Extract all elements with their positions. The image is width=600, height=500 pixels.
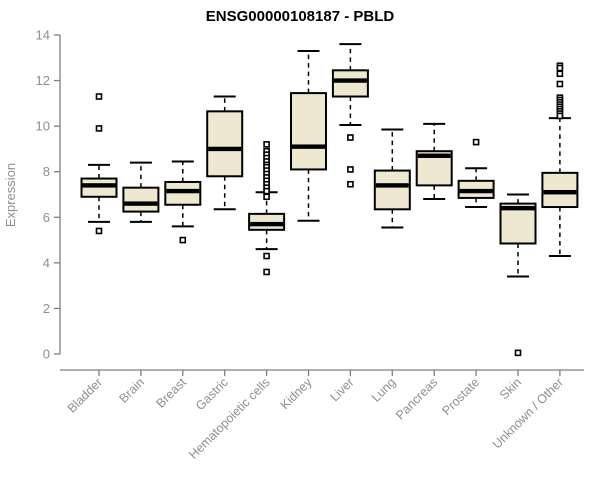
y-tick-label: 10 [36, 119, 50, 134]
x-tick-label-gastric: Gastric [193, 375, 231, 413]
median-bar [459, 188, 493, 194]
x-tick-label-prostate: Prostate [439, 375, 482, 418]
boxplot-bladder [80, 93, 118, 235]
outlier-point [347, 180, 354, 188]
median-bar [250, 221, 284, 227]
y-tick-label: 4 [43, 255, 50, 270]
boxplot-unknown-other [541, 62, 579, 258]
median-bar [333, 78, 367, 83]
outlier-point [556, 64, 564, 72]
outlier-point [556, 80, 564, 88]
x-tick-label-hematopoietic-cells: Hematopoietic cells [186, 375, 273, 462]
outlier-point [95, 125, 103, 132]
y-tick-label: 14 [36, 28, 50, 43]
outlier-point [95, 227, 103, 235]
y-tick-label: 6 [43, 210, 50, 225]
y-tick-label: 2 [43, 301, 50, 316]
y-tick-label: 8 [43, 164, 50, 179]
boxplot-brain [122, 161, 160, 223]
outlier-point [556, 112, 564, 120]
iqr-box [122, 186, 160, 213]
boxplot-lung [373, 128, 411, 229]
iqr-box [206, 110, 244, 178]
median-bar [208, 146, 242, 152]
x-tick-label-breast: Breast [153, 375, 189, 411]
boxplot-breast [164, 160, 202, 244]
iqr-box [290, 92, 327, 171]
y-axis-title: Expression [3, 163, 18, 227]
outlier-point [514, 349, 522, 357]
boxplot-pancreas [415, 122, 453, 201]
iqr-box [80, 177, 118, 198]
median-bar [417, 153, 451, 158]
outlier-point [556, 70, 564, 78]
outlier-point [263, 187, 270, 195]
y-tick-label: 12 [36, 73, 50, 88]
median-bar [292, 144, 325, 149]
iqr-box [248, 212, 286, 231]
median-bar [501, 205, 535, 211]
outlier-point [179, 236, 187, 244]
iqr-box [541, 171, 579, 209]
x-tick-label-pancreas: Pancreas [393, 375, 440, 422]
outlier-point [263, 193, 270, 201]
outlier-point [347, 134, 354, 141]
iqr-box [331, 69, 369, 98]
outlier-point [347, 166, 354, 173]
iqr-box [373, 169, 411, 211]
x-tick-label-bladder: Bladder [65, 375, 105, 415]
outlier-point [263, 252, 270, 260]
median-bar [375, 183, 409, 188]
boxplot-skin [499, 193, 537, 357]
outlier-point [95, 93, 103, 100]
x-tick-label-brain: Brain [116, 375, 147, 406]
x-tick-label-lung: Lung [369, 375, 399, 405]
boxplot-liver [331, 43, 369, 188]
median-bar [166, 188, 200, 194]
median-bar [124, 201, 158, 206]
boxplot-series [80, 43, 579, 357]
x-tick-label-skin: Skin [497, 375, 524, 402]
iqr-box [164, 180, 202, 206]
median-bar [82, 183, 116, 188]
x-tick-label-kidney: Kidney [278, 375, 315, 412]
median-bar [543, 190, 577, 195]
boxplot-hematopoietic-cells [248, 141, 286, 276]
outlier-point [472, 138, 480, 146]
x-tick-label-unknown-other: Unknown / Other [490, 375, 566, 451]
y-tick-label: 0 [43, 347, 50, 362]
boxplot-kidney [290, 49, 327, 222]
outlier-point [263, 268, 270, 276]
outlier-point [263, 141, 270, 148]
boxplot-prostate [457, 138, 495, 209]
x-tick-label-liver: Liver [327, 375, 356, 404]
chart-title: ENSG00000108187 - PBLD [206, 8, 395, 25]
y-axis: 0 2 4 6 8 10 12 14 [36, 28, 61, 362]
boxplot-gastric [206, 95, 244, 211]
